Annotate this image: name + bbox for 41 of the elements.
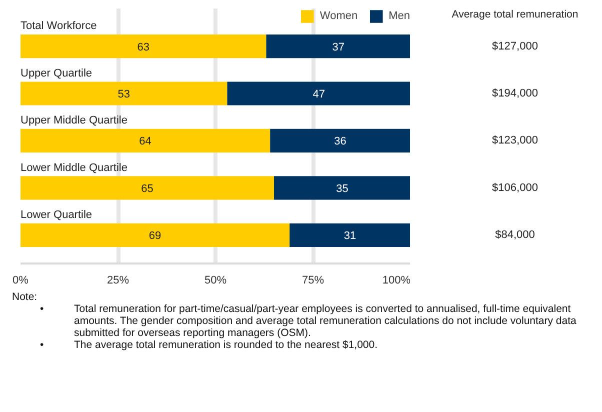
legend-label: Men <box>388 10 410 22</box>
text: $194,000 <box>492 88 538 100</box>
text: $127,000 <box>492 40 538 52</box>
data-label: 64 <box>139 136 152 148</box>
bar <box>274 176 410 200</box>
bar <box>290 223 410 247</box>
x-tick-label: 25% <box>106 274 130 286</box>
data-label: 47 <box>312 88 325 100</box>
data-label: 35 <box>336 182 348 195</box>
bar <box>270 128 410 153</box>
bar <box>227 82 410 106</box>
legend-label: Women <box>320 10 358 22</box>
text: Note: <box>12 291 38 304</box>
data-label: 36 <box>334 136 346 148</box>
y-tick-label: Lower Quartile <box>20 209 92 221</box>
data-label: 53 <box>118 88 130 100</box>
y-tick-label: Upper Middle Quartile <box>20 114 128 127</box>
x-tick-label: 0% <box>12 274 29 286</box>
x-tick-label: 75% <box>302 274 324 286</box>
y-tick-label: Upper Quartile <box>20 67 92 80</box>
text: Average total remuneration <box>452 8 578 20</box>
text: $84,000 <box>495 229 535 242</box>
x-tick-label: 50% <box>204 274 227 286</box>
text: • The average total remuneration is rounded to the nearest $1,000. <box>40 339 378 352</box>
text: $106,000 <box>492 182 538 194</box>
data-label: 31 <box>344 230 356 242</box>
y-tick-label: Lower Middle Quartile <box>20 162 128 174</box>
y-tick-label: Total Workforce <box>20 20 97 32</box>
text: • Total remuneration for part-time/casual/part-year employees is converted to annualised, full-time equivalent amounts. The gender composition and average total remuneration calculations do not include voluntary data submitted for overseas reporting managers (OSM). <box>40 303 576 340</box>
bar <box>20 82 228 106</box>
bar <box>266 34 410 58</box>
bar <box>20 128 270 153</box>
bar <box>20 176 274 200</box>
data-label: 63 <box>137 41 150 54</box>
x-tick-label: 100% <box>382 274 411 286</box>
data-label: 65 <box>141 182 154 195</box>
text: $123,000 <box>492 134 538 147</box>
data-label: 69 <box>148 230 162 242</box>
bar <box>20 34 266 58</box>
data-label: 37 <box>332 41 344 54</box>
bar <box>20 223 290 247</box>
